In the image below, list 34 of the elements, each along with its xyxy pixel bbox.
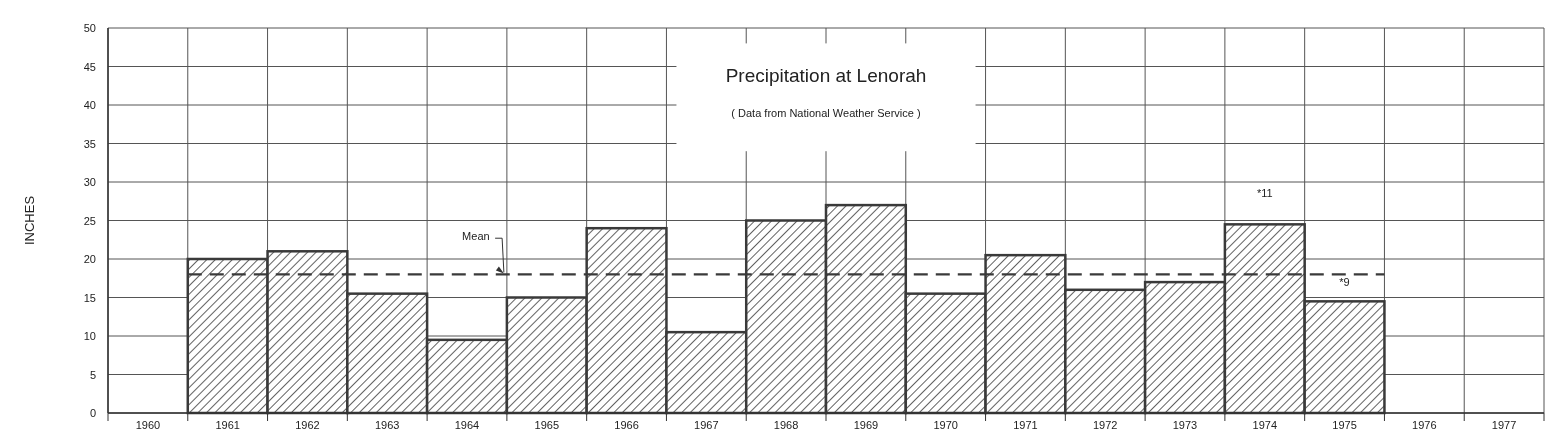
y-tick-label: 10 [83,330,96,342]
x-tick-label: 1976 [1412,419,1437,431]
title-box: Precipitation at Lenorah ( Data from National Weather Service ) [676,43,976,152]
x-tick-label: 1963 [374,419,400,431]
y-tick-label: 25 [83,214,96,227]
y-axis-title: INCHES [22,195,37,246]
annotation: *11 [1256,187,1273,200]
y-tick-label: 35 [83,137,96,150]
y-tick-label: 20 [83,253,96,265]
x-tick-label: 1961 [215,419,240,431]
x-tick-label: 1967 [694,419,719,431]
x-tick-label: 1974 [1252,419,1278,431]
x-tick-label: 1966 [614,419,639,431]
annotation: *9 [1339,275,1350,288]
x-tick-label: 1977 [1491,419,1517,431]
y-tick-label: 0 [89,407,96,419]
x-tick-label: 1964 [454,419,480,431]
x-tick-label: 1970 [933,419,958,431]
y-tick-label: 45 [83,60,96,73]
x-tick-label: 1975 [1332,419,1357,431]
x-tick-label: 1960 [135,419,161,431]
y-tick-label: 50 [83,22,96,34]
y-tick-label: 5 [89,368,96,381]
y-tick-label: 15 [83,291,96,304]
y-tick-label: 30 [83,176,96,188]
x-tick-label: 1962 [295,419,320,431]
x-tick-label: 1973 [1172,419,1198,431]
ref-line-label: Mean [462,229,490,242]
y-tick-label: 40 [83,99,96,111]
x-tick-label: 1965 [534,419,560,431]
x-tick-label: 1972 [1092,419,1118,431]
x-tick-label: 1968 [773,419,799,431]
x-tick-label: 1971 [1013,419,1038,431]
x-tick-label: 1969 [853,419,879,431]
